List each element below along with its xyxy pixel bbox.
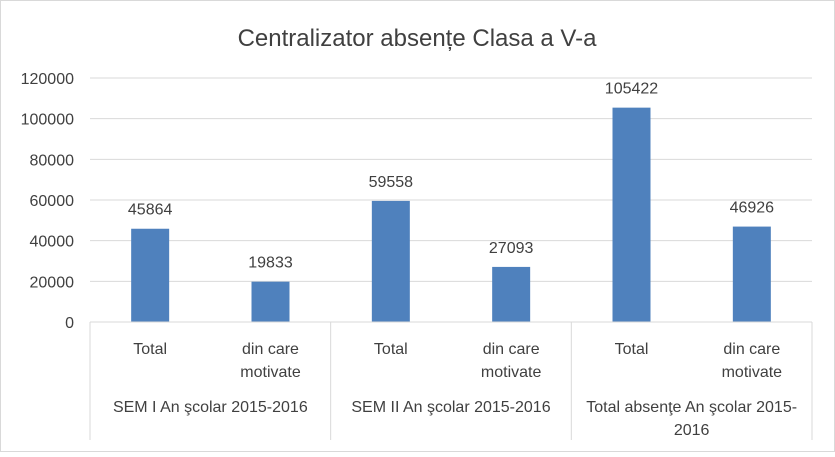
x-category-label: Total [615, 341, 649, 358]
y-axis-ticks: 0 20000 40000 60000 80000 100000 120000 [21, 71, 74, 332]
y-tick-label: 100000 [21, 112, 74, 129]
bar [371, 200, 410, 322]
x-category-label: motivate [722, 364, 783, 381]
x-group-label: SEM II An şcolar 2015-2016 [351, 399, 550, 416]
x-group-label: SEM I An şcolar 2015-2016 [113, 399, 308, 416]
chart-title: Centralizator absențe Clasa a V-a [238, 25, 598, 52]
y-tick-label: 120000 [21, 71, 74, 88]
y-tick-label: 80000 [30, 152, 75, 169]
bar [612, 107, 651, 322]
data-label: 45864 [128, 202, 173, 219]
x-axis: Total din care motivate Total din care motiva… [89, 321, 813, 440]
y-tick-label: 40000 [30, 234, 75, 251]
x-category-label: Total [374, 341, 408, 358]
x-group-label: 2016 [674, 422, 710, 439]
x-category-label: motivate [240, 364, 301, 381]
y-tick-label: 60000 [30, 193, 75, 210]
bars [131, 107, 771, 322]
data-label: 27093 [489, 240, 534, 257]
data-label: 105422 [605, 81, 658, 98]
x-category-label: Total [133, 341, 167, 358]
y-tick-label: 0 [65, 315, 74, 332]
data-label: 46926 [730, 200, 775, 217]
bar [251, 281, 290, 322]
x-category-label: din care [483, 341, 540, 358]
bar [492, 266, 531, 322]
data-labels: 45864 19833 59558 27093 105422 46926 [128, 81, 774, 272]
data-label: 19833 [248, 255, 293, 272]
x-group-label: Total absenţe An şcolar 2015- [586, 399, 797, 416]
bar [732, 226, 771, 322]
gridlines [90, 77, 812, 282]
bar [131, 228, 170, 322]
x-category-label: motivate [481, 364, 542, 381]
x-category-label: din care [723, 341, 780, 358]
data-label: 59558 [369, 174, 414, 191]
y-tick-label: 20000 [30, 274, 75, 291]
x-category-label: din care [242, 341, 299, 358]
